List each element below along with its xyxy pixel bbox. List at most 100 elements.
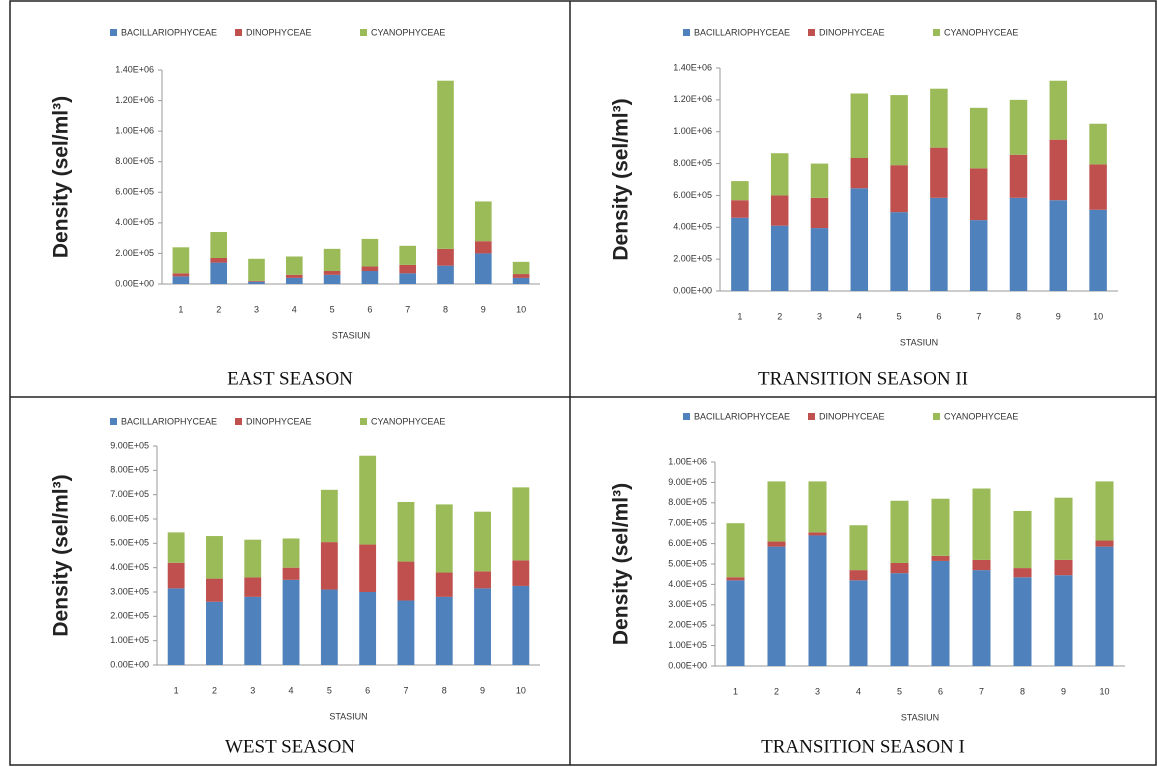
y-axis-title: Density (sel/ml³): [610, 98, 633, 260]
x-tick-label: 6: [367, 304, 372, 314]
bar-segment: [1054, 559, 1073, 576]
x-axis-title: STASIUN: [901, 712, 939, 722]
bar-segment: [397, 501, 415, 562]
bar-segment: [474, 511, 491, 572]
frame: [9, 0, 1157, 766]
bar-segment: [320, 542, 338, 590]
bar-segment: [972, 570, 991, 666]
x-tick-label: 5: [327, 685, 332, 695]
bar-segment: [474, 588, 491, 665]
x-tick-label: 2: [777, 311, 782, 321]
bar-segment: [1013, 577, 1032, 666]
bar-segment: [731, 200, 749, 218]
y-tick-label: 1.00E+06: [673, 126, 712, 136]
bar-segment: [1049, 200, 1068, 291]
bar-segment: [767, 481, 786, 542]
x-axis-title: STASIUN: [900, 337, 938, 347]
bar-segment: [323, 271, 341, 275]
bar-segment: [167, 562, 185, 589]
bar-segment: [890, 562, 909, 574]
bar-segment: [512, 560, 530, 586]
x-tick-label: 10: [1099, 686, 1109, 696]
bar-segment: [1049, 80, 1068, 140]
legend-label: BACILLARIOPHYCEAE: [121, 416, 217, 426]
bar-segment: [248, 280, 265, 282]
bar-segment: [770, 225, 789, 291]
bar-segment: [850, 93, 869, 158]
y-tick-label: 1.40E+06: [115, 64, 154, 74]
x-axis-title: STASIUN: [329, 711, 367, 721]
y-tick-label: 4.00E+05: [668, 579, 707, 589]
bar-segment: [1013, 510, 1032, 569]
bar-segment: [930, 88, 948, 148]
x-tick-label: 7: [403, 685, 408, 695]
x-tick-label: 10: [1093, 311, 1103, 321]
bar-segment: [969, 220, 988, 291]
bar-segment: [810, 197, 829, 229]
bar-segment: [474, 241, 492, 254]
y-tick-label: 7.00E+05: [668, 518, 707, 528]
bar-segment: [930, 197, 948, 291]
bar-segment: [435, 572, 453, 597]
y-tick-label: 7.00E+05: [110, 489, 149, 499]
bar-segment: [931, 498, 950, 556]
y-tick-label: 0.00E+00: [668, 660, 707, 670]
legend-label: DINOPHYCEAE: [246, 27, 312, 37]
y-tick-label: 8.00E+05: [668, 497, 707, 507]
bar-segment: [850, 157, 869, 189]
bar-segment: [323, 274, 341, 284]
x-tick-label: 9: [1056, 311, 1061, 321]
bar-segment: [1095, 546, 1114, 666]
bar-segment: [1089, 209, 1107, 291]
legend-label: BACILLARIOPHYCEAE: [694, 27, 790, 37]
legend-label: DINOPHYCEAE: [819, 411, 885, 421]
bar-segment: [930, 147, 948, 198]
bar-segment: [285, 256, 303, 275]
chart-title: WEST SEASON: [225, 736, 355, 757]
bar-segment: [767, 541, 786, 547]
legend-swatch: [933, 29, 940, 36]
bar-segment: [361, 238, 379, 267]
y-tick-label: 1.20E+06: [673, 94, 712, 104]
y-tick-label: 5.00E+05: [110, 538, 149, 548]
bar-segment: [726, 577, 745, 581]
bar-segment: [172, 247, 190, 274]
legend-swatch: [360, 418, 367, 425]
x-tick-label: 3: [250, 685, 255, 695]
bar-segment: [167, 588, 185, 665]
legend-label: DINOPHYCEAE: [246, 416, 312, 426]
bar-segment: [726, 523, 745, 578]
legend-swatch: [808, 413, 815, 420]
bar-segment: [731, 217, 749, 291]
bar-segment: [890, 573, 909, 666]
y-tick-label: 1.20E+06: [115, 95, 154, 105]
y-axis-title: Density (sel/ml³): [610, 483, 633, 645]
y-tick-label: 0.00E+00: [673, 285, 712, 295]
bar-segment: [361, 266, 379, 272]
x-tick-label: 6: [938, 686, 943, 696]
bar-segment: [512, 277, 530, 284]
y-tick-label: 1.00E+06: [115, 126, 154, 136]
y-tick-label: 1.00E+05: [668, 640, 707, 650]
bar-segment: [969, 168, 988, 221]
legend-label: BACILLARIOPHYCEAE: [694, 411, 790, 421]
x-tick-label: 8: [442, 685, 447, 695]
bar-segment: [474, 201, 492, 242]
bar-segment: [399, 273, 417, 284]
x-tick-label: 7: [979, 686, 984, 696]
bar-segment: [767, 546, 786, 666]
y-tick-label: 2.00E+05: [110, 611, 149, 621]
y-tick-label: 8.00E+05: [673, 158, 712, 168]
bar-segment: [210, 232, 228, 259]
legend-swatch: [808, 29, 815, 36]
x-tick-label: 4: [856, 686, 861, 696]
bar-segment: [359, 592, 377, 665]
y-tick-label: 1.00E+06: [668, 456, 707, 466]
bar-segment: [323, 248, 341, 272]
bar-segment: [282, 579, 300, 665]
y-tick-label: 9.00E+05: [668, 477, 707, 487]
y-tick-label: 0.00E+00: [110, 659, 149, 669]
x-tick-label: 8: [443, 304, 448, 314]
y-tick-label: 8.00E+05: [110, 465, 149, 475]
bar-segment: [1095, 481, 1114, 541]
